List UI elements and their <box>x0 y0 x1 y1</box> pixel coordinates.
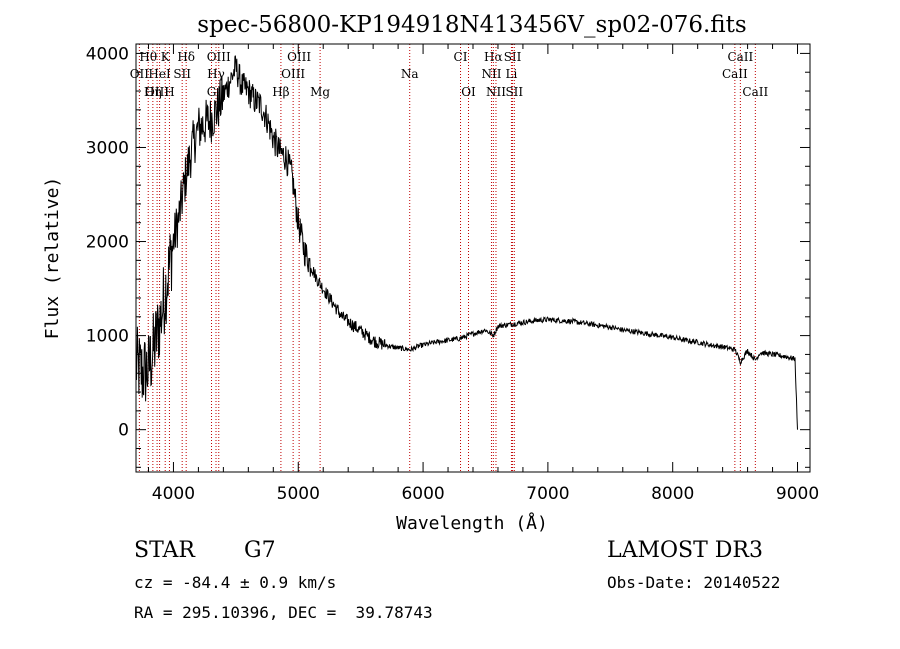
line-label: OIII <box>207 50 231 64</box>
line-label: OIII <box>145 85 169 99</box>
line-label: CaII <box>742 85 768 99</box>
line-label: Na <box>401 67 419 81</box>
x-tick-label: 7000 <box>526 484 569 504</box>
line-label: CaII <box>722 67 748 81</box>
chart-title: spec-56800-KP194918N413456V_sp02-076.fit… <box>197 12 746 38</box>
survey-label: LAMOST DR3 <box>607 538 763 563</box>
y-tick-label: 4000 <box>86 44 129 64</box>
y-tick-label: 0 <box>118 421 129 441</box>
y-tick-label: 2000 <box>86 233 129 253</box>
line-label: CaII <box>727 50 753 64</box>
line-label: OIII <box>287 50 311 64</box>
line-label: Hδ <box>177 50 195 64</box>
axes: 4000 5000 6000 7000 8000 9000 0 1000 2000 3000 400… <box>86 44 819 504</box>
line-label: Hθ <box>139 50 157 64</box>
plot-frame <box>135 43 811 473</box>
line-label: CI <box>454 50 468 64</box>
redshift-text: cz = -84.4 ± 0.9 km/s <box>134 573 337 592</box>
line-label: SII <box>504 50 522 64</box>
x-axis-label: Wavelength (Å) <box>396 512 548 534</box>
obs-date: Obs-Date: 20140522 <box>607 573 781 592</box>
line-label: SII <box>505 85 523 99</box>
line-label: Li <box>506 67 518 81</box>
line-label: OIII <box>281 67 305 81</box>
line-label: Mg <box>310 85 330 99</box>
coordinates: RA = 295.10396, DEC = 39.78743 <box>134 603 433 622</box>
spectrum-series <box>135 55 798 430</box>
x-tick-label: 5000 <box>277 484 320 504</box>
x-tick-label: 6000 <box>401 484 444 504</box>
line-label: G <box>207 85 217 99</box>
y-axis-label: Flux (relative) <box>42 177 63 340</box>
line-label: HeI <box>148 67 171 81</box>
line-label: Hη <box>144 85 162 99</box>
object-class: STAR <box>134 538 195 563</box>
line-label: OI <box>461 85 476 99</box>
y-tick-label: 1000 <box>86 327 129 347</box>
line-label: NII <box>486 85 506 99</box>
line-label: K <box>161 50 171 64</box>
line-label: OII <box>130 67 150 81</box>
line-label: Hα <box>484 50 503 64</box>
line-label: NII <box>481 67 501 81</box>
x-tick-label: 8000 <box>651 484 694 504</box>
x-tick-label: 9000 <box>776 484 819 504</box>
spectrum-line <box>135 55 798 430</box>
object-subclass: G7 <box>244 538 276 563</box>
line-label: H <box>164 85 174 99</box>
y-tick-label: 3000 <box>86 138 129 158</box>
x-tick-label: 4000 <box>152 484 195 504</box>
line-label: Hβ <box>272 85 289 99</box>
line-label: SII <box>173 67 191 81</box>
